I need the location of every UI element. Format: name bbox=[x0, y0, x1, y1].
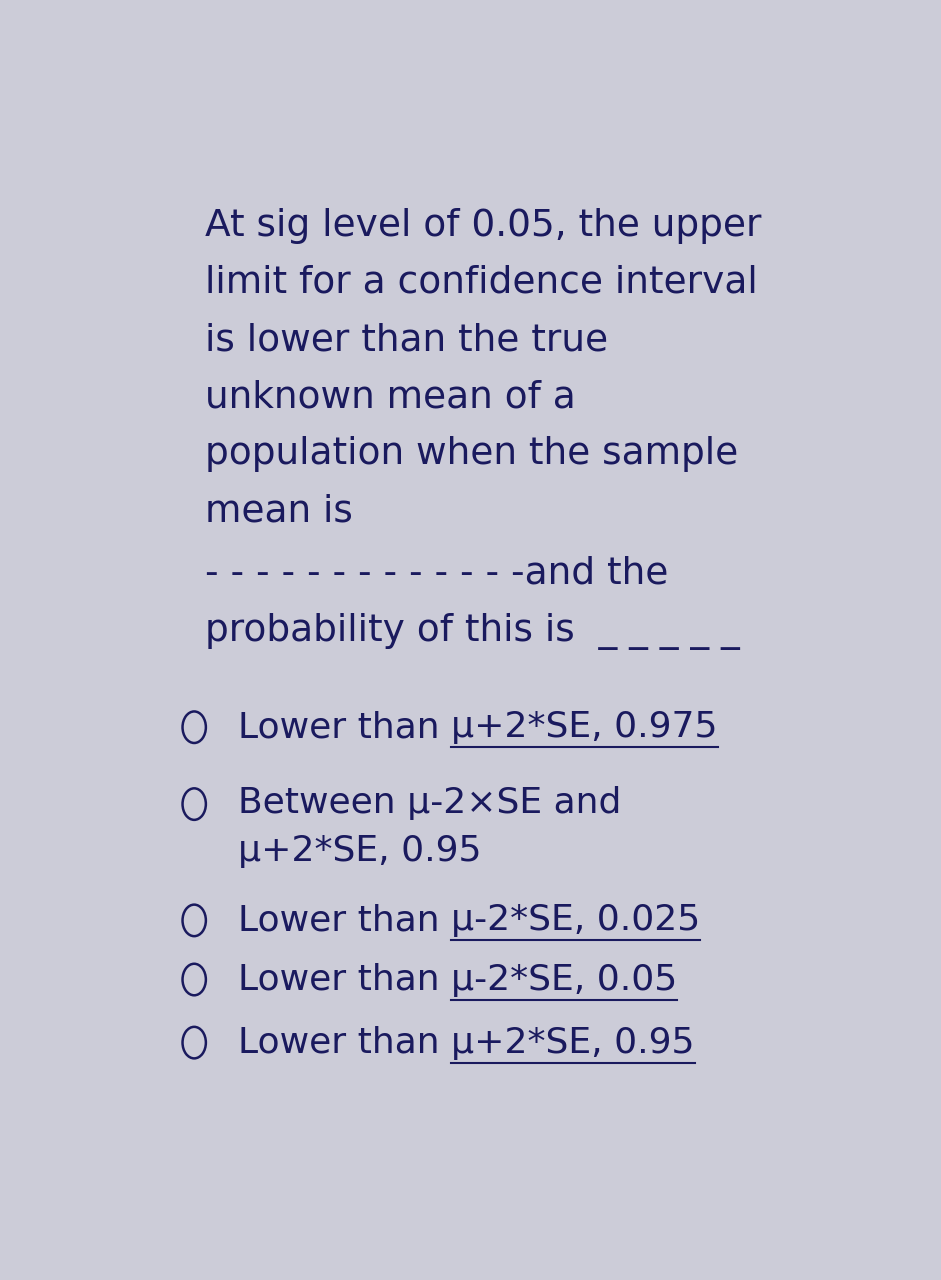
Text: μ-2*SE, 0.025: μ-2*SE, 0.025 bbox=[451, 904, 700, 937]
Text: Lower than: Lower than bbox=[238, 710, 451, 744]
Text: is lower than the true: is lower than the true bbox=[205, 323, 608, 358]
Text: - - - - - - - - - - - - -and the: - - - - - - - - - - - - -and the bbox=[205, 556, 668, 591]
Text: probability of this is  _ _ _ _ _: probability of this is _ _ _ _ _ bbox=[205, 613, 740, 650]
Text: Lower than: Lower than bbox=[238, 963, 451, 997]
Text: μ-2*SE, 0.05: μ-2*SE, 0.05 bbox=[451, 963, 678, 997]
Text: Lower than: Lower than bbox=[238, 904, 451, 937]
Text: Between μ-2×SE and: Between μ-2×SE and bbox=[238, 786, 621, 820]
Text: unknown mean of a: unknown mean of a bbox=[205, 379, 576, 415]
Text: Lower than: Lower than bbox=[238, 1025, 451, 1060]
Text: population when the sample: population when the sample bbox=[205, 436, 739, 472]
Text: limit for a confidence interval: limit for a confidence interval bbox=[205, 265, 758, 301]
Text: At sig level of 0.05, the upper: At sig level of 0.05, the upper bbox=[205, 207, 761, 243]
Text: μ+2*SE, 0.975: μ+2*SE, 0.975 bbox=[451, 710, 718, 744]
Text: μ+2*SE, 0.95: μ+2*SE, 0.95 bbox=[451, 1025, 694, 1060]
Text: μ+2*SE, 0.95: μ+2*SE, 0.95 bbox=[238, 833, 482, 868]
Text: mean is: mean is bbox=[205, 494, 353, 530]
